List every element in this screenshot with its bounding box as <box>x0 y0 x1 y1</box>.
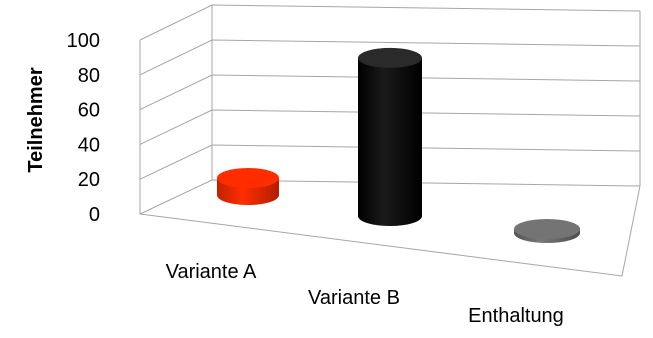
bar-variante-b <box>358 47 422 227</box>
y-tick-label: 80 <box>78 65 100 87</box>
bar-top <box>514 219 580 239</box>
bar-enthaltung <box>514 219 580 243</box>
category-label: Enthaltung <box>468 305 564 327</box>
gridline <box>139 4 641 41</box>
bar-top <box>358 47 422 68</box>
y-tick-label: 100 <box>67 30 100 52</box>
bar-variante-a <box>217 168 279 205</box>
y-tick-labels: 0 20 40 60 80 100 <box>67 30 100 226</box>
bars <box>217 47 580 243</box>
category-label: Variante B <box>308 287 400 309</box>
chart-frame <box>139 5 641 277</box>
category-label: Variante A <box>166 261 257 283</box>
y-tick-label: 0 <box>89 204 100 226</box>
y-axis-label: Teilnehmer <box>25 67 47 172</box>
bar-body <box>358 57 422 227</box>
bar-top <box>217 168 279 188</box>
y-tick-label: 60 <box>78 100 100 122</box>
y-tick-label: 20 <box>78 169 100 191</box>
axis-line <box>139 185 641 277</box>
category-labels: Variante A Variante B Enthaltung <box>166 261 564 327</box>
y-tick-label: 40 <box>78 134 100 156</box>
